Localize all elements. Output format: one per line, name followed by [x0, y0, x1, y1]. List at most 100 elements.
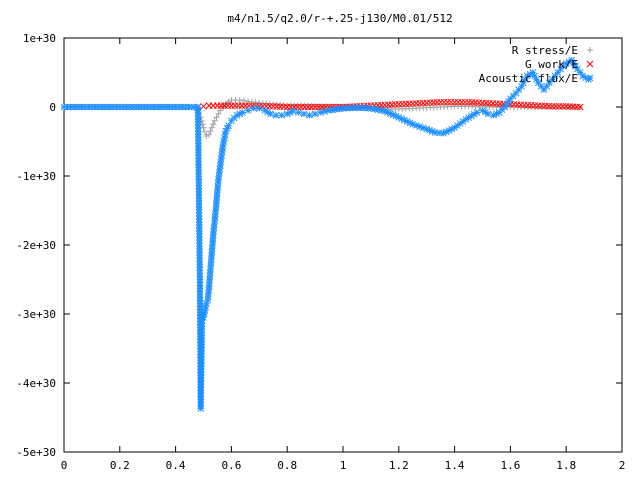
x-axis: 0 0.2 0.4 0.6 0.8 1 1.2 1.4 1.6 1.8 2	[61, 38, 626, 472]
data-point	[195, 152, 202, 159]
series-0	[61, 97, 584, 139]
data-point	[236, 97, 243, 104]
data-point	[295, 109, 302, 116]
data-point	[198, 328, 206, 336]
data-point	[244, 107, 252, 114]
data-point	[272, 111, 280, 119]
data-point	[231, 102, 239, 109]
x-tick-label: 0.4	[166, 459, 186, 472]
data-point	[197, 386, 205, 394]
data-point	[196, 300, 204, 307]
data-point	[195, 170, 203, 177]
data-point	[371, 105, 378, 113]
legend-label: R stress/E	[512, 44, 578, 57]
data-point	[203, 132, 210, 139]
data-point	[278, 111, 285, 119]
data-point	[586, 60, 594, 68]
data-point	[197, 362, 205, 370]
data-point	[194, 115, 202, 123]
data-point	[194, 124, 202, 132]
data-point	[317, 109, 325, 116]
data-point	[255, 105, 263, 112]
x-tick-label: 0.6	[221, 459, 241, 472]
data-point	[587, 47, 593, 53]
y-tick-label: -5e+30	[16, 446, 56, 459]
data-point	[473, 109, 481, 116]
data-point	[238, 102, 246, 109]
data-point	[196, 285, 204, 292]
y-tick-label: -1e+30	[16, 170, 56, 183]
data-point	[267, 110, 274, 118]
data-point	[195, 155, 202, 162]
y-tick-label: 0	[49, 101, 56, 114]
y-tick-label: -3e+30	[16, 308, 56, 321]
data-point	[208, 124, 215, 131]
data-point	[194, 139, 202, 147]
x-tick-label: 0.2	[110, 459, 130, 472]
plot-frame	[63, 37, 623, 453]
y-tick-label: 1e+30	[23, 32, 56, 45]
data-point	[214, 102, 221, 109]
data-point	[198, 350, 205, 357]
data-point	[195, 212, 203, 220]
series-layer	[60, 56, 592, 412]
data-point	[250, 105, 258, 112]
data-point	[197, 383, 205, 391]
data-point	[211, 117, 218, 124]
data-point	[196, 230, 203, 238]
data-point	[194, 109, 202, 117]
x-tick-label: 1.6	[500, 459, 520, 472]
data-point	[228, 102, 235, 109]
y-tick-label: -4e+30	[16, 377, 56, 390]
data-point	[196, 264, 204, 271]
chart-title: m4/n1.5/q2.0/r-+.25-j130/M0.01/512	[227, 12, 452, 25]
x-tick-label: 1.8	[556, 459, 576, 472]
data-point	[198, 338, 206, 345]
legend-label: Acoustic flux/E	[479, 72, 578, 85]
data-point	[207, 128, 214, 135]
y-axis: 1e+30 0 -1e+30 -2e+30 -3e+30 -4e+30 -5e+30	[16, 32, 622, 459]
x-tick-label: 1.4	[445, 459, 465, 472]
data-point	[195, 227, 203, 235]
data-point	[196, 267, 204, 274]
data-point	[300, 110, 308, 118]
data-point	[235, 102, 242, 109]
data-point	[197, 405, 205, 412]
x-tick-label: 2	[619, 459, 626, 472]
legend-label: G work/E	[525, 58, 578, 71]
data-point	[239, 109, 246, 116]
data-point	[196, 291, 204, 298]
series-2	[60, 56, 592, 412]
data-point	[210, 121, 217, 128]
x-tick-label: 1	[340, 459, 347, 472]
data-point	[194, 103, 202, 111]
data-point	[484, 110, 492, 118]
data-point	[221, 131, 229, 138]
data-point	[311, 110, 319, 118]
y-tick-label: -2e+30	[16, 239, 56, 252]
data-point	[196, 282, 204, 289]
x-tick-label: 0	[61, 459, 68, 472]
data-point	[200, 102, 207, 110]
data-point	[306, 111, 313, 119]
data-point	[206, 131, 213, 138]
data-point	[586, 74, 594, 82]
data-point	[213, 114, 220, 121]
data-point	[197, 389, 205, 397]
data-point	[289, 107, 297, 115]
data-point	[195, 185, 203, 193]
data-point	[195, 176, 203, 183]
data-point	[197, 402, 205, 409]
data-point	[200, 124, 207, 131]
data-point	[194, 136, 202, 144]
data-point	[198, 359, 205, 367]
data-point	[197, 396, 205, 403]
x-tick-label: 1.2	[389, 459, 409, 472]
data-point	[240, 97, 247, 104]
data-point	[201, 128, 208, 135]
data-point	[321, 108, 329, 115]
data-point	[195, 167, 202, 174]
data-point	[576, 103, 584, 111]
